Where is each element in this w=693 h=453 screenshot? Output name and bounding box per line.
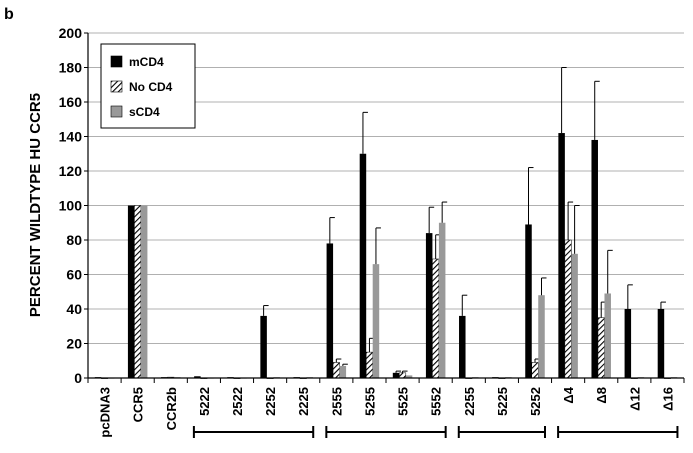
bar — [365, 351, 373, 379]
legend: mCD4 No CD4 sCD4 — [100, 43, 196, 129]
group-brackets — [192, 426, 679, 438]
bar — [399, 372, 407, 379]
legend-label: mCD4 — [129, 55, 164, 69]
bar — [591, 139, 598, 378]
y-tick-label: 160 — [59, 94, 83, 110]
bar — [372, 264, 380, 378]
x-tick-label: 2255 — [462, 387, 477, 416]
x-tick-label: 5222 — [197, 387, 212, 416]
bar — [459, 315, 466, 378]
bar — [438, 222, 446, 378]
y-tick-label: 100 — [59, 198, 83, 214]
bar — [558, 133, 565, 378]
group-bracket — [192, 426, 315, 438]
bar — [194, 376, 201, 378]
y-tick-label: 20 — [66, 336, 82, 352]
group-bracket — [557, 426, 679, 438]
x-tick-label: 2555 — [329, 387, 344, 416]
x-tick-label: Δ12 — [627, 387, 642, 411]
y-tick-label: 0 — [74, 370, 82, 386]
bar — [624, 309, 632, 378]
bar — [392, 372, 400, 378]
bars — [94, 67, 678, 379]
axes — [84, 32, 685, 383]
x-tick-label: Δ16 — [660, 387, 675, 411]
bar — [571, 253, 578, 378]
x-axis-labels: pcDNA3 CCR5 CCR2b 5222 2522 2252 2225 2555 5255 5… — [98, 386, 676, 437]
bar — [425, 233, 433, 378]
y-axis-ticks: 0 20 40 60 80 100 120 140 160 180 200 — [59, 25, 83, 386]
y-tick-label: 60 — [66, 267, 82, 283]
y-tick-label: 200 — [59, 25, 83, 41]
legend-swatch — [110, 105, 123, 118]
bar — [657, 309, 665, 378]
x-tick-label: Δ4 — [561, 386, 576, 403]
bar — [332, 362, 340, 379]
gridlines — [88, 32, 684, 344]
x-tick-label: 5552 — [429, 387, 444, 416]
x-tick-label: CCR2b — [164, 387, 179, 430]
group-bracket — [325, 426, 447, 438]
legend-label: No CD4 — [129, 80, 173, 94]
y-tick-label: 140 — [59, 129, 83, 145]
bar — [604, 293, 611, 378]
x-tick-label: Δ8 — [594, 387, 609, 404]
x-tick-label: CCR5 — [131, 387, 146, 422]
bar — [538, 295, 545, 378]
y-tick-label: 80 — [66, 232, 82, 248]
y-tick-label: 180 — [59, 60, 83, 76]
bar — [339, 365, 347, 378]
bar — [359, 153, 367, 378]
x-tick-label: 5255 — [362, 387, 377, 416]
bar — [564, 239, 572, 379]
bar — [405, 375, 413, 378]
panel-label: b — [4, 6, 14, 23]
bar — [260, 315, 267, 378]
bar — [134, 205, 142, 379]
bar — [326, 243, 334, 378]
x-tick-label: 5525 — [396, 387, 411, 416]
legend-label: sCD4 — [129, 105, 160, 119]
x-tick-label: 5252 — [528, 387, 543, 416]
x-tick-label: 2522 — [230, 387, 245, 416]
x-tick-label: 2225 — [296, 387, 311, 416]
x-tick-label: 5225 — [495, 387, 510, 416]
x-tick-label: 2252 — [263, 387, 278, 416]
bar — [432, 258, 440, 379]
y-axis-label: PERCENT WILDTYPE HU CCR5 — [27, 93, 44, 317]
group-bracket — [457, 426, 546, 438]
legend-swatch — [110, 55, 123, 68]
bar — [531, 362, 539, 379]
legend-swatch — [110, 80, 123, 93]
bar — [127, 205, 135, 378]
bar — [597, 317, 605, 379]
x-tick-label: pcDNA3 — [98, 387, 113, 438]
bar — [525, 224, 532, 378]
y-tick-label: 40 — [66, 301, 82, 317]
bar — [140, 205, 148, 378]
y-tick-label: 120 — [59, 163, 83, 179]
